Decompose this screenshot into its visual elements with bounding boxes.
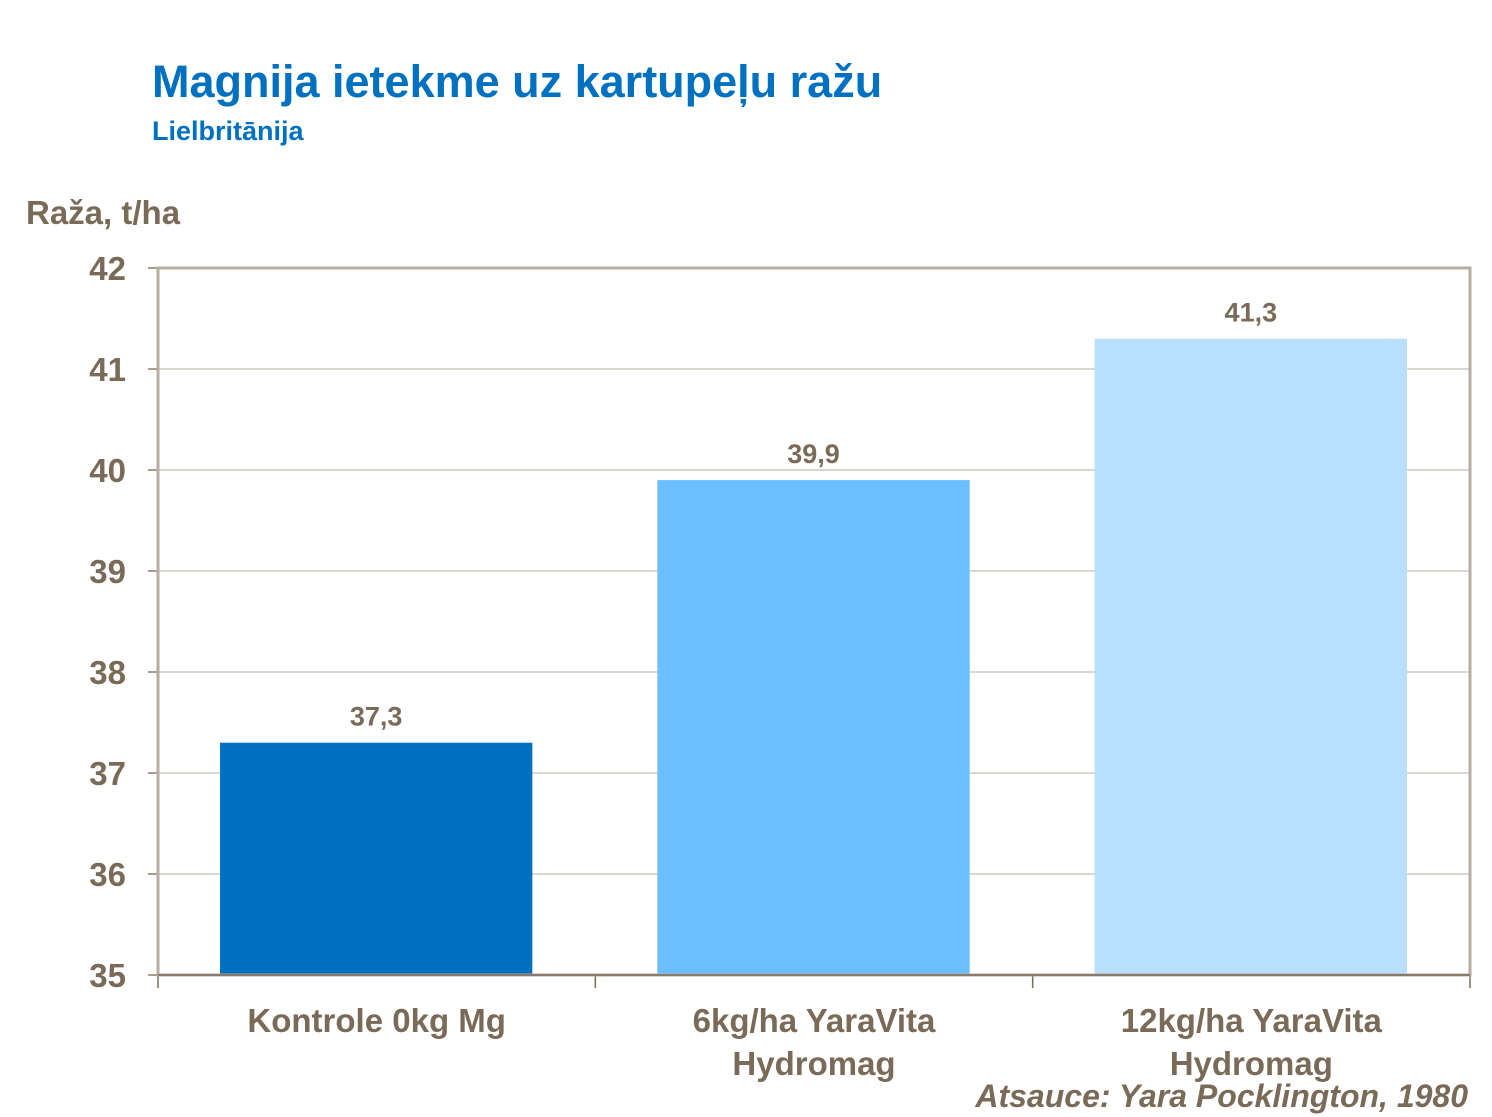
chart-title: Magnija ietekme uz kartupeļu ražu (152, 56, 883, 107)
source-note: Atsauce: Yara Pocklington, 1980 (975, 1078, 1468, 1114)
y-tick-label: 35 (89, 957, 126, 994)
bar (220, 742, 533, 975)
data-label: 37,3 (350, 702, 403, 732)
x-tick-label: Kontrole 0kg Mg (247, 1002, 506, 1039)
y-tick-label: 38 (89, 654, 126, 691)
y-tick-label: 42 (89, 250, 126, 287)
y-tick-label: 40 (89, 452, 126, 489)
x-tick-label: 6kg/ha YaraVita (693, 1002, 936, 1039)
bar (657, 480, 970, 975)
y-tick-label: 36 (89, 856, 126, 893)
chart-subtitle: Lielbritānija (152, 116, 304, 146)
y-tick-label: 41 (89, 351, 126, 388)
data-label: 41,3 (1225, 298, 1278, 328)
data-label: 39,9 (787, 439, 840, 469)
bar (1094, 338, 1407, 975)
x-tick-label: Hydromag (1170, 1045, 1333, 1082)
y-axis-label: Raža, t/ha (26, 194, 181, 231)
y-tick-label: 39 (89, 553, 126, 590)
x-tick-label: 12kg/ha YaraVita (1121, 1002, 1383, 1039)
x-tick-label: Hydromag (732, 1045, 895, 1082)
y-tick-label: 37 (89, 755, 126, 792)
